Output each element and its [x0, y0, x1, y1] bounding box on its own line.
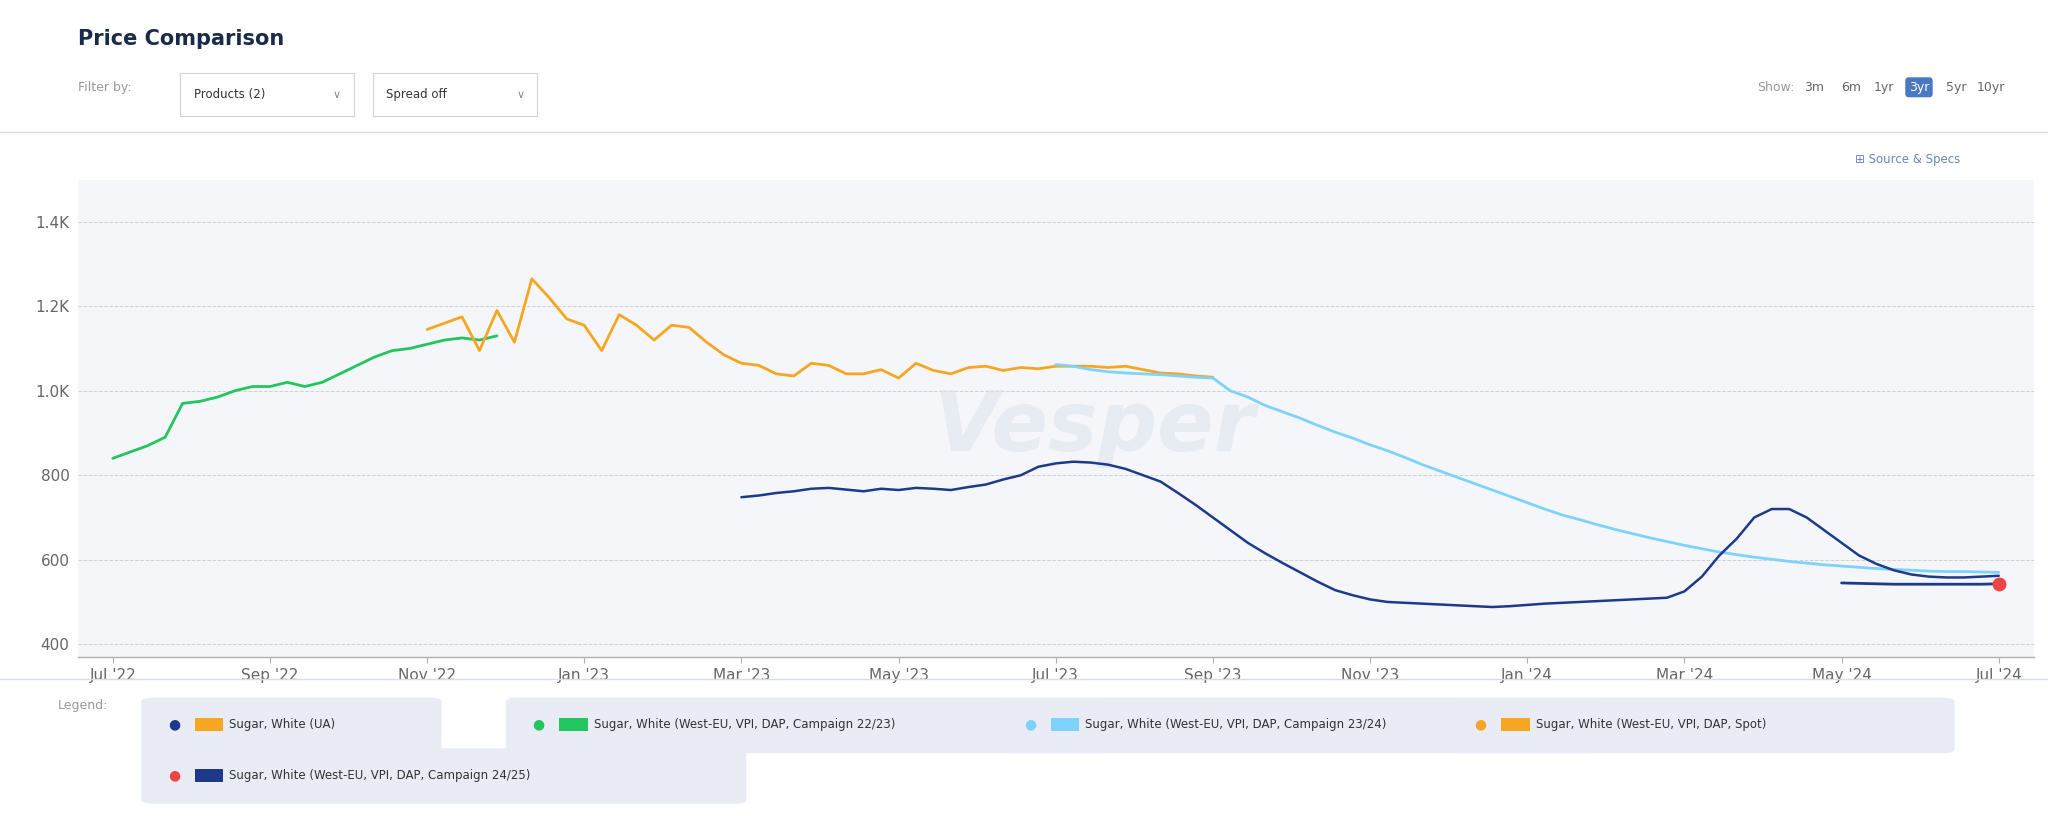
- Text: Products (2): Products (2): [195, 88, 266, 101]
- Text: ●: ●: [1024, 717, 1036, 732]
- Text: 3m: 3m: [1804, 81, 1825, 94]
- Text: Sugar, White (West-EU, VPI, DAP, Campaign 22/23): Sugar, White (West-EU, VPI, DAP, Campaig…: [594, 718, 895, 731]
- Text: ●: ●: [532, 717, 545, 732]
- Text: 10yr: 10yr: [1976, 81, 2005, 94]
- Text: 6m: 6m: [1841, 81, 1862, 94]
- Text: Sugar, White (West-EU, VPI, DAP, Campaign 23/24): Sugar, White (West-EU, VPI, DAP, Campaig…: [1085, 718, 1386, 731]
- Text: ∨: ∨: [516, 90, 524, 100]
- Text: Price Comparison: Price Comparison: [78, 29, 285, 49]
- Text: 3yr: 3yr: [1909, 81, 1929, 94]
- Text: Sugar, White (West-EU, VPI, DAP, Spot): Sugar, White (West-EU, VPI, DAP, Spot): [1536, 718, 1765, 731]
- Text: Vesper: Vesper: [934, 388, 1255, 468]
- Text: ●: ●: [1475, 717, 1487, 732]
- Text: Show:: Show:: [1757, 81, 1794, 94]
- Text: 1yr: 1yr: [1874, 81, 1894, 94]
- Text: ●: ●: [168, 717, 180, 732]
- Text: ∨: ∨: [334, 90, 340, 100]
- Text: Filter by:: Filter by:: [78, 81, 131, 94]
- Text: ⊞ Source & Specs: ⊞ Source & Specs: [1855, 153, 1960, 166]
- Text: 5yr: 5yr: [1946, 81, 1966, 94]
- Text: Legend:: Legend:: [57, 699, 109, 712]
- Text: Sugar, White (UA): Sugar, White (UA): [229, 718, 336, 731]
- Text: ●: ●: [168, 768, 180, 783]
- Text: Sugar, White (West-EU, VPI, DAP, Campaign 24/25): Sugar, White (West-EU, VPI, DAP, Campaig…: [229, 769, 530, 782]
- Text: Spread off: Spread off: [385, 88, 446, 101]
